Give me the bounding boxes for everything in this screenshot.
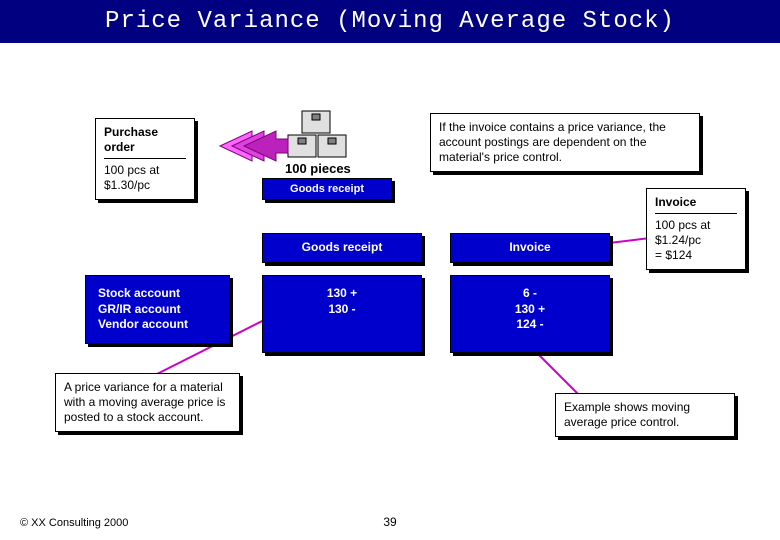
- page-number: 39: [383, 515, 396, 529]
- accounts-block: Stock account GR/IR account Vendor accou…: [85, 275, 230, 344]
- accounts-line2: GR/IR account: [98, 302, 217, 318]
- title-bar: Price Variance (Moving Average Stock): [0, 0, 780, 43]
- pieces-label: 100 pieces: [285, 161, 351, 176]
- accounts-line1: Stock account: [98, 286, 217, 302]
- invoice-header: Invoice: [450, 233, 610, 263]
- invoice-doc-heading: Invoice: [655, 195, 737, 210]
- invoice-line3: = $124: [655, 248, 737, 263]
- invoice-divider: [655, 213, 737, 214]
- gr-val2: 130 -: [275, 302, 409, 318]
- inv-val1: 6 -: [463, 286, 597, 302]
- po-divider: [104, 158, 186, 159]
- inv-val3: 124 -: [463, 317, 597, 333]
- po-line: 100 pcs at $1.30/pc: [104, 163, 186, 193]
- invoice-line2: $1.24/pc: [655, 233, 737, 248]
- invoice-doc: Invoice 100 pcs at $1.24/pc = $124: [646, 188, 746, 270]
- page-title: Price Variance (Moving Average Stock): [105, 8, 675, 35]
- purchase-order-doc: Purchase order 100 pcs at $1.30/pc: [95, 118, 195, 200]
- info-box: If the invoice contains a price variance…: [430, 113, 700, 172]
- note-right: Example shows moving average price contr…: [555, 393, 735, 437]
- po-heading: Purchase order: [104, 125, 186, 155]
- inv-values-block: 6 - 130 + 124 -: [450, 275, 610, 353]
- copyright: © XX Consulting 2000: [20, 517, 128, 529]
- goods-receipt-top: Goods receipt: [262, 178, 392, 200]
- goods-receipt-header: Goods receipt: [262, 233, 422, 263]
- gr-val1: 130 +: [275, 286, 409, 302]
- inv-val2: 130 +: [463, 302, 597, 318]
- diagram-canvas: Purchase order 100 pcs at $1.30/pc: [0, 43, 780, 535]
- gr-values-block: 130 + 130 -: [262, 275, 422, 353]
- note-left: A price variance for a material with a m…: [55, 373, 240, 432]
- accounts-line3: Vendor account: [98, 317, 217, 333]
- invoice-line1: 100 pcs at: [655, 218, 737, 233]
